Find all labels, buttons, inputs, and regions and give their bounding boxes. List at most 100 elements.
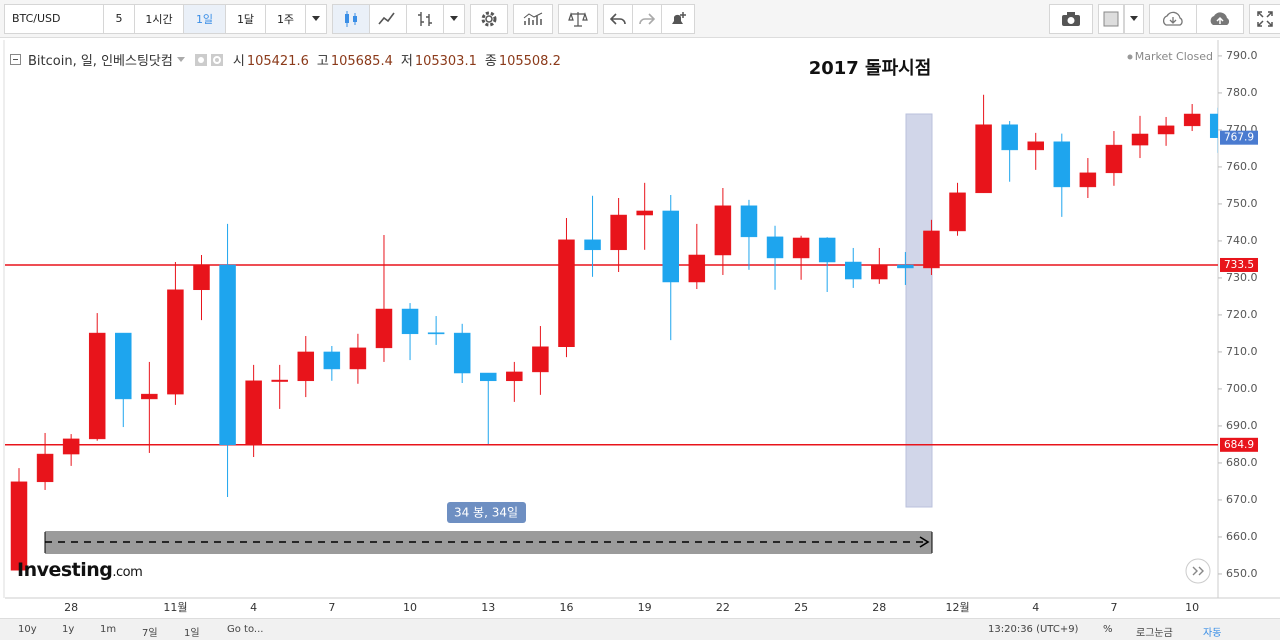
ohlc-label: 시: [232, 54, 245, 69]
option-button[interactable]: 자동: [1203, 628, 1222, 639]
y-tick-label: 650.0: [1226, 567, 1258, 580]
scroll-button[interactable]: [1185, 558, 1211, 584]
y-tick-label: 790.0: [1226, 49, 1258, 62]
range-button[interactable]: 1일: [184, 628, 200, 639]
annotation: 2017 돌파시점: [809, 58, 932, 79]
candle-body: [688, 254, 706, 283]
collapse-icon[interactable]: [10, 53, 22, 66]
ohlc-label: 종: [484, 54, 497, 69]
undo-button[interactable]: [603, 3, 633, 34]
candle-body: [1053, 141, 1071, 188]
candle-body: [792, 237, 810, 259]
chart-header: Bitcoin, 일, 인베스팅닷컴 시 105421.6 고 105685.4 저 10…: [10, 50, 561, 69]
ohlc-label: 저: [400, 54, 413, 69]
x-tick-label: 13: [481, 601, 495, 614]
indicator-icon: [523, 12, 543, 25]
square-icon: [1103, 11, 1119, 26]
dropdown-button[interactable]: [305, 3, 327, 34]
candle-body: [1209, 113, 1218, 138]
upload-button[interactable]: [1196, 3, 1244, 34]
price-tag: [1220, 130, 1258, 145]
watermark-brand: Investing: [17, 559, 112, 581]
candle-body: [10, 481, 28, 571]
candle-body: [610, 214, 627, 251]
candle-type-button[interactable]: [332, 3, 370, 34]
x-tick-label: 11월: [163, 601, 187, 614]
toolbar: BTC/USD 5 1시간 1일 1달 1주: [0, 0, 1280, 38]
fullscreen-button[interactable]: [1249, 3, 1280, 34]
symbol-box[interactable]: BTC/USD: [4, 3, 104, 34]
candle-icon: [345, 10, 357, 27]
x-tick-label: 7: [1110, 601, 1117, 614]
compare-button[interactable]: [558, 3, 598, 34]
candle-body: [349, 347, 367, 370]
y-tick-label: 730.0: [1226, 271, 1258, 284]
chart-title: Bitcoin, 일, 인베스팅닷컴: [28, 54, 173, 69]
candle-body: [115, 332, 132, 400]
range-button[interactable]: 1y: [62, 624, 75, 635]
goto-button[interactable]: Go to...: [227, 624, 264, 635]
undo-icon: [610, 12, 626, 25]
cloud-up-icon: [1210, 11, 1230, 25]
market-status: Market Closed: [1135, 50, 1213, 63]
y-tick-label: 740.0: [1226, 234, 1258, 247]
snapshot-button[interactable]: [1049, 3, 1093, 34]
x-tick-label: 28: [64, 601, 78, 614]
period-button[interactable]: 1달: [225, 3, 266, 34]
clock: 13:20:36 (UTC+9): [988, 624, 1079, 635]
y-tick-label: 750.0: [1226, 197, 1258, 210]
price-tag-label: 767.9: [1224, 132, 1254, 144]
candle-body: [1105, 144, 1123, 174]
candle-body: [714, 205, 732, 256]
measure-label-box: [447, 502, 526, 523]
line-type-button[interactable]: [369, 3, 407, 34]
title-caret[interactable]: [176, 56, 187, 63]
period-button[interactable]: 1일: [183, 3, 226, 34]
candle-body: [1001, 124, 1018, 151]
candle-body: [558, 239, 575, 348]
color-button[interactable]: [1098, 3, 1124, 34]
option-button[interactable]: 로그눈금: [1136, 628, 1173, 639]
caret-icon: [450, 16, 458, 21]
ohlc-value: 105421.6: [246, 54, 309, 69]
ohlc-label: 고: [316, 54, 329, 69]
bar-type-button[interactable]: [406, 3, 444, 34]
measure-label: 34 봉, 34일: [454, 506, 518, 520]
download-button[interactable]: [1149, 3, 1197, 34]
candle-body: [167, 289, 184, 395]
range-button[interactable]: 10y: [18, 624, 37, 635]
x-tick-label: 4: [250, 601, 257, 614]
option-button[interactable]: %: [1103, 624, 1113, 635]
dropdown-button[interactable]: [443, 3, 465, 34]
range-button[interactable]: 7일: [142, 628, 158, 639]
candle-body: [1027, 141, 1044, 151]
indicator-button[interactable]: [513, 3, 553, 34]
watermark: Investing.com: [17, 559, 142, 581]
settings-button[interactable]: [470, 3, 508, 34]
redo-button[interactable]: [632, 3, 662, 34]
dropdown-button[interactable]: [1124, 3, 1144, 34]
header-icons[interactable]: [194, 53, 225, 66]
range-button[interactable]: 1m: [100, 624, 117, 635]
interval-box[interactable]: 5: [103, 3, 135, 34]
watermark-suffix: .com: [112, 565, 142, 580]
chart-background: [0, 38, 1280, 618]
period-button[interactable]: 1시간: [134, 3, 184, 34]
gear-icon: [481, 11, 497, 26]
y-tick-label: 760.0: [1226, 160, 1258, 173]
candle-body: [818, 237, 836, 263]
x-tick-label: 19: [638, 601, 652, 614]
candle-body: [141, 393, 158, 400]
y-tick-label: 680.0: [1226, 456, 1258, 469]
period-button[interactable]: 1주: [265, 3, 306, 34]
y-tick-label: 690.0: [1226, 419, 1258, 432]
candle-body: [1079, 172, 1097, 188]
highlight-band: [905, 113, 933, 508]
x-tick-label: 28: [872, 601, 886, 614]
alert-button[interactable]: [661, 3, 695, 34]
candle-body: [532, 346, 549, 373]
y-tick-label: 700.0: [1226, 382, 1258, 395]
candle-body: [1157, 125, 1175, 135]
candle-body: [506, 371, 523, 382]
